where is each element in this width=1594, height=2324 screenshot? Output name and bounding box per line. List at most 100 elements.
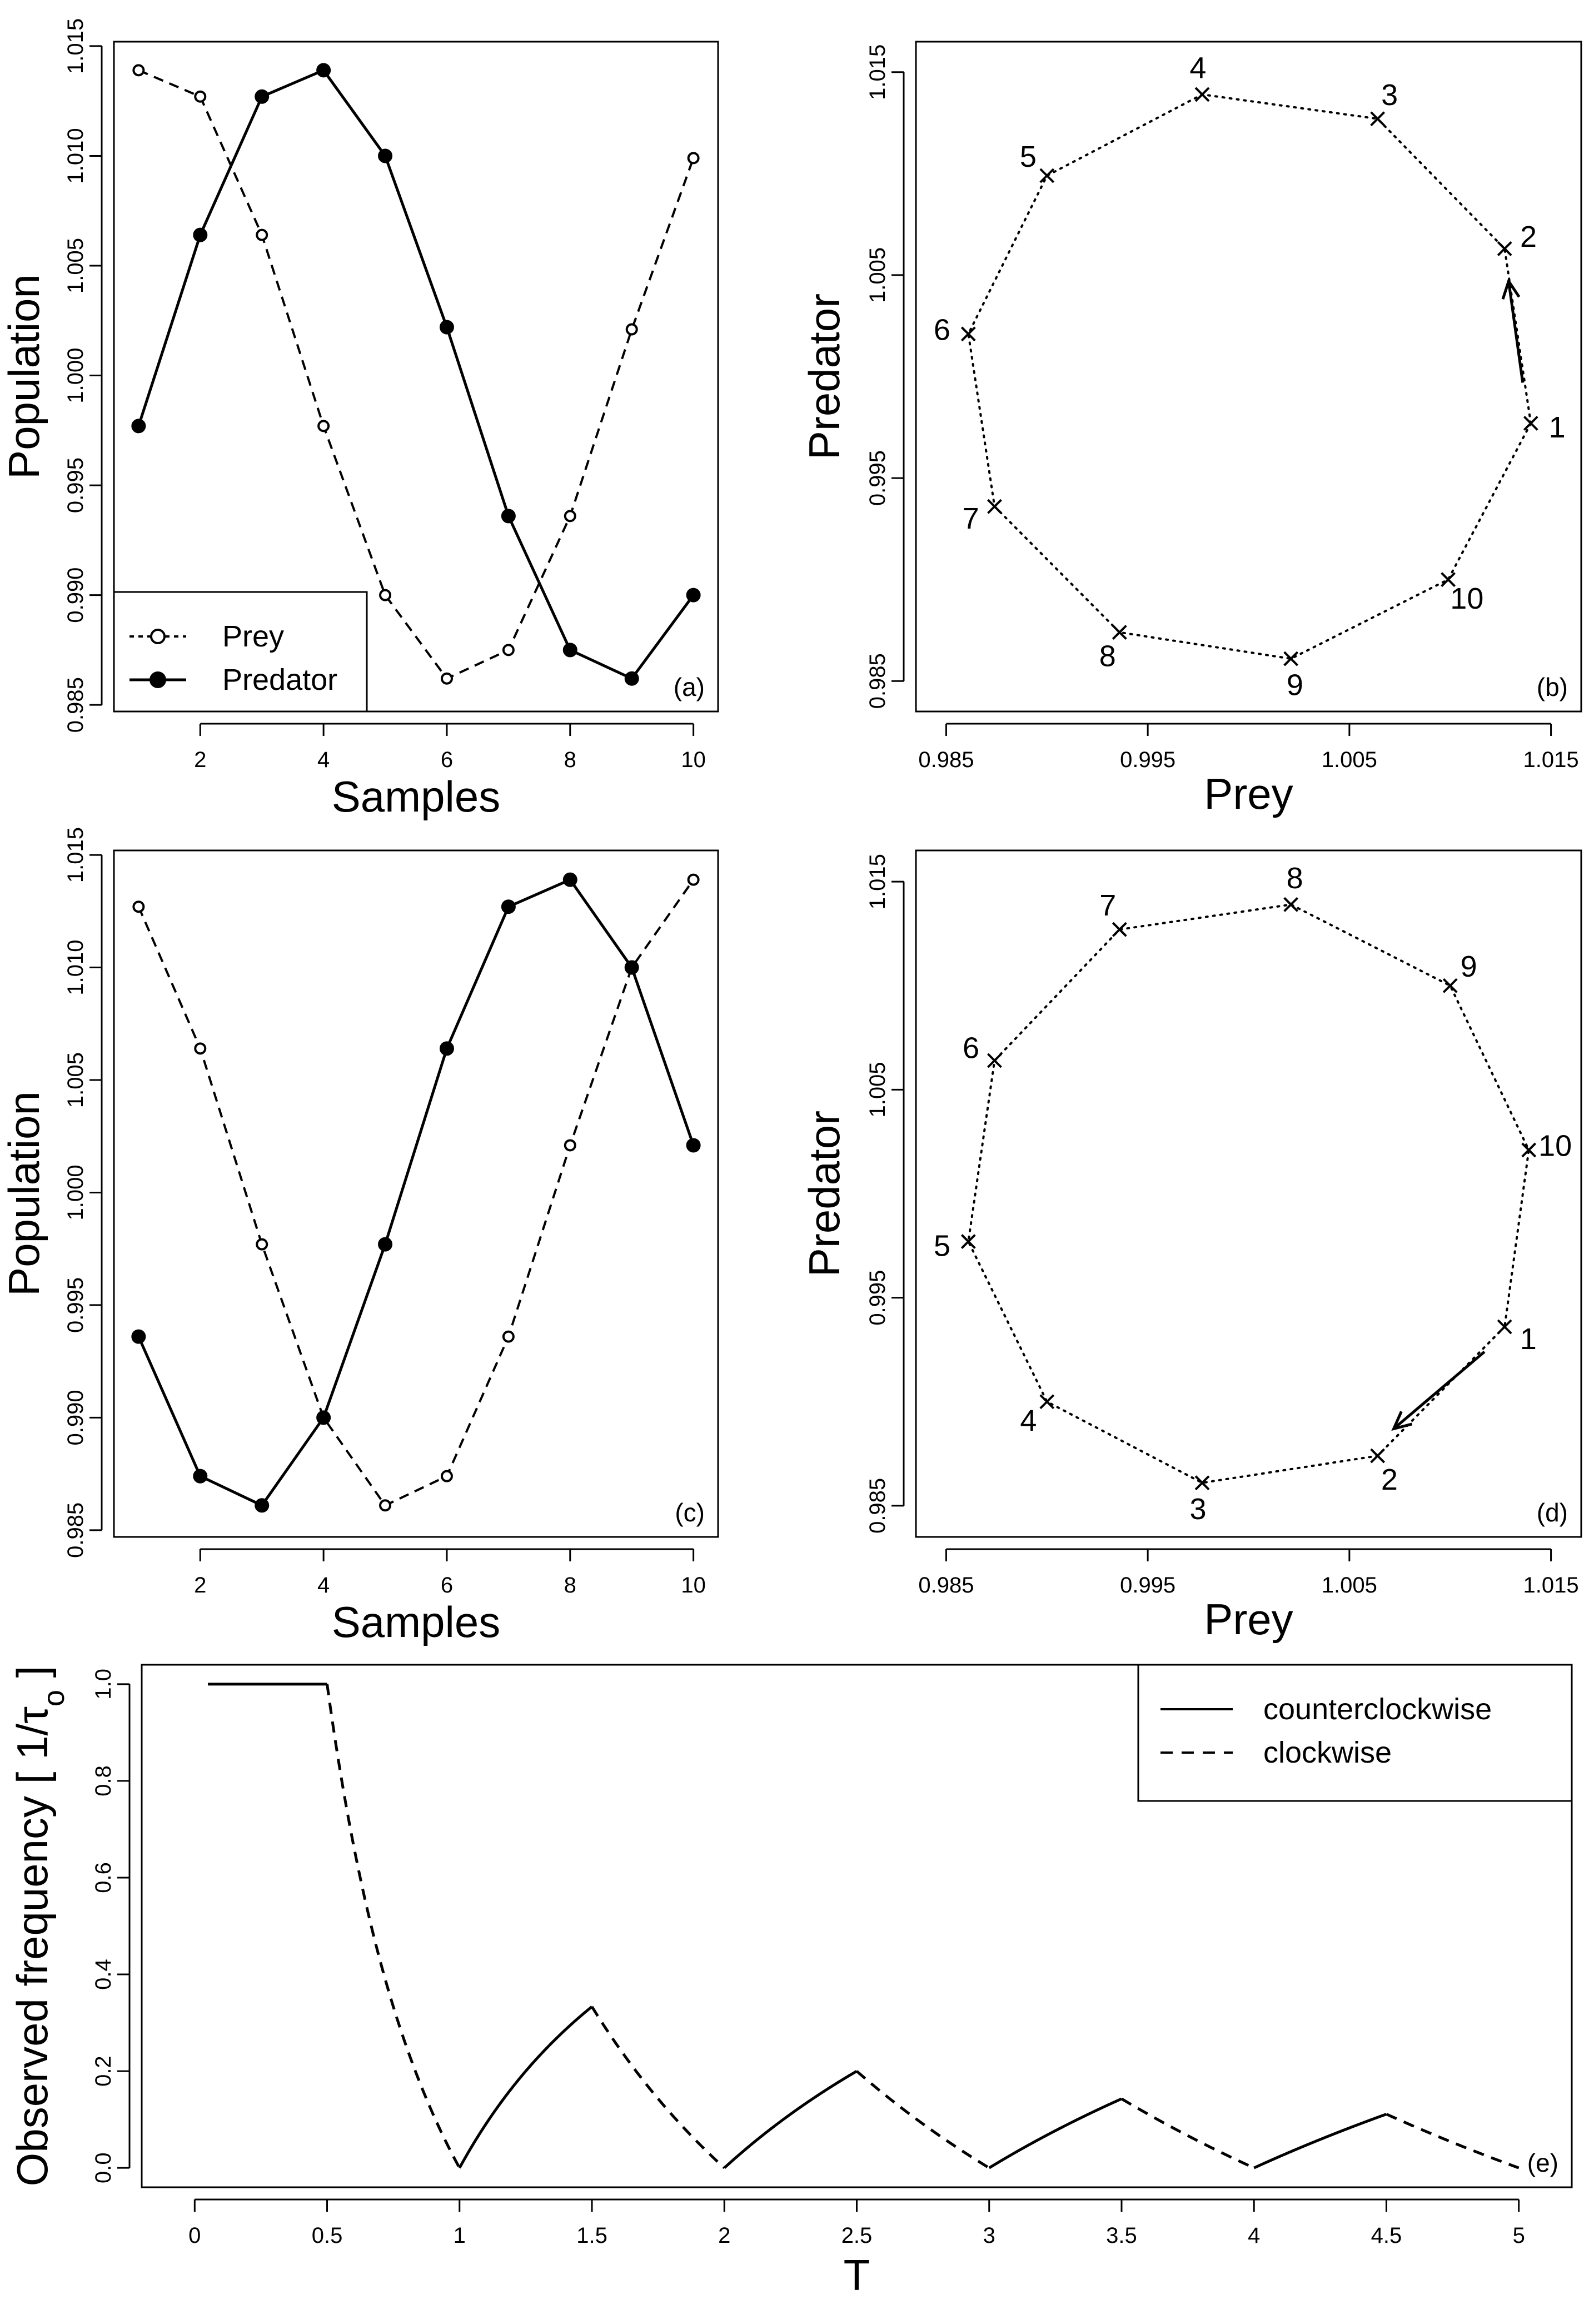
cross-marker-d	[1194, 1475, 1210, 1491]
x-tick-label-e: 0.5	[312, 2223, 343, 2248]
panel-label-c: (c)	[675, 1498, 705, 1527]
series-clockwise-segment	[1386, 2113, 1520, 2169]
x-tick-label-e: 4.5	[1371, 2223, 1402, 2248]
x-axis-label-e: T	[844, 2251, 870, 2300]
legend-label-predator: Predator	[222, 663, 337, 696]
y-axis-label-subscript: o	[37, 1690, 71, 1706]
data-point-predator-a	[131, 419, 146, 434]
series-counterclockwise-segment	[988, 2097, 1123, 2169]
x-tick-label-e: 5	[1513, 2223, 1525, 2248]
point-label-b: 6	[934, 313, 950, 346]
plot-frame-b	[915, 41, 1582, 713]
x-axis-label-d: Prey	[1204, 1595, 1293, 1644]
y-tick-label-c: 1.000	[63, 1165, 88, 1220]
y-axis-label-c: Population	[0, 1091, 48, 1296]
y-tick-label-b: 0.985	[865, 653, 890, 709]
data-point-predator-c	[562, 872, 577, 887]
series-line-predator-a	[137, 68, 695, 680]
y-tick-label-b: 1.015	[865, 44, 890, 100]
y-tick-label-c: 1.010	[63, 940, 88, 996]
direction-arrow-shaft-b	[1507, 281, 1525, 383]
point-label-d: 2	[1381, 1463, 1398, 1496]
x-tick-label-b: 1.015	[1523, 748, 1579, 772]
point-label-d: 9	[1461, 950, 1477, 983]
x-tick-label-e: 4	[1248, 2223, 1260, 2248]
y-tick-label-c: 1.005	[63, 1052, 88, 1108]
data-point-predator-c	[686, 1138, 701, 1153]
y-axis-label-a: Population	[0, 274, 48, 479]
data-point-predator-c	[131, 1329, 146, 1344]
x-tick-label-a: 10	[681, 748, 706, 772]
data-point-predator-c	[255, 1498, 270, 1513]
series-clockwise-segment	[326, 1684, 461, 2169]
x-tick-label-b: 1.005	[1322, 748, 1377, 772]
x-axis-label-a: Samples	[332, 772, 500, 821]
cross-marker-b	[1039, 168, 1055, 183]
x-axis-label-b: Prey	[1204, 769, 1293, 818]
data-point-prey-c	[194, 1042, 207, 1055]
y-tick-label-a: 0.990	[63, 568, 88, 623]
y-tick-label-d: 0.985	[865, 1478, 890, 1534]
x-tick-label-d: 0.995	[1120, 1573, 1175, 1598]
data-point-prey-c	[687, 873, 700, 886]
data-point-predator-c	[624, 960, 639, 975]
point-label-d: 10	[1538, 1129, 1572, 1162]
legend-box-a	[113, 591, 368, 713]
x-tick-label-c: 8	[564, 1573, 576, 1598]
data-point-predator-a	[378, 148, 393, 163]
legend-marker-prey	[150, 629, 166, 644]
data-point-predator-a	[193, 227, 208, 242]
x-tick-label-b: 0.985	[918, 748, 974, 772]
series-counterclockwise-segment	[458, 2005, 593, 2169]
x-tick-label-d: 1.015	[1523, 1573, 1579, 1598]
series-line-prey-a	[138, 69, 695, 680]
plot-frame-a	[113, 41, 719, 713]
plot-frame-c	[113, 849, 719, 1538]
x-tick-label-a: 8	[564, 748, 576, 772]
y-tick-label-d: 1.005	[865, 1062, 890, 1117]
x-tick-label-e: 3	[983, 2223, 995, 2248]
y-tick-label-b: 0.995	[865, 450, 890, 506]
point-label-b: 7	[963, 502, 979, 535]
data-point-prey-a	[132, 64, 145, 77]
point-label-b: 8	[1099, 639, 1116, 673]
data-point-predator-a	[439, 320, 454, 335]
x-tick-label-e: 1	[454, 2223, 466, 2248]
data-point-prey-a	[194, 90, 207, 103]
y-tick-label-e: 0.0	[91, 2152, 116, 2183]
data-point-prey-a	[379, 589, 392, 601]
x-tick-label-d: 1.005	[1322, 1573, 1377, 1598]
y-tick-label-c: 0.985	[63, 1502, 88, 1558]
y-tick-label-c: 1.015	[63, 827, 88, 883]
cross-marker-d	[1521, 1142, 1537, 1158]
chart-panel-b: 0.985 0.995 1.005 1.015 0.985 0.995 1.005 1.015…	[800, 41, 1582, 818]
data-point-prey-c	[440, 1470, 453, 1482]
point-label-d: 5	[934, 1230, 950, 1263]
series-clockwise-segment	[1120, 2097, 1255, 2169]
data-point-predator-c	[439, 1041, 454, 1056]
data-point-predator-c	[378, 1237, 393, 1252]
chart-panel-a: 2 4 6 8 10 0.985 0.990 0.995 1.000 1.005 1.010 1.01…	[0, 18, 719, 821]
point-label-d: 8	[1287, 862, 1303, 895]
y-tick-label-a: 1.000	[63, 347, 88, 403]
y-tick-label-e: 0.6	[91, 1862, 116, 1893]
cross-marker-d	[1039, 1394, 1055, 1410]
data-point-predator-a	[501, 509, 516, 524]
y-axis-label-b: Predator	[800, 293, 849, 460]
y-tick-label-a: 1.010	[63, 128, 88, 183]
y-tick-label-e: 0.2	[91, 2056, 116, 2087]
panel-label-b: (b)	[1537, 673, 1568, 701]
direction-arrow-head-d	[1391, 1411, 1413, 1431]
x-tick-label-d: 0.985	[918, 1573, 974, 1598]
x-tick-label-a: 6	[441, 748, 453, 772]
legend-box-e	[1137, 1664, 1573, 1802]
series-line-predator-c	[137, 878, 695, 1507]
x-axis-label-c: Samples	[332, 1598, 500, 1646]
cross-marker-b	[1441, 572, 1456, 588]
data-point-predator-a	[562, 643, 577, 658]
data-point-prey-a	[440, 672, 453, 685]
point-label-d: 4	[1020, 1404, 1037, 1437]
data-point-predator-a	[255, 89, 270, 104]
point-label-b: 4	[1189, 52, 1206, 85]
